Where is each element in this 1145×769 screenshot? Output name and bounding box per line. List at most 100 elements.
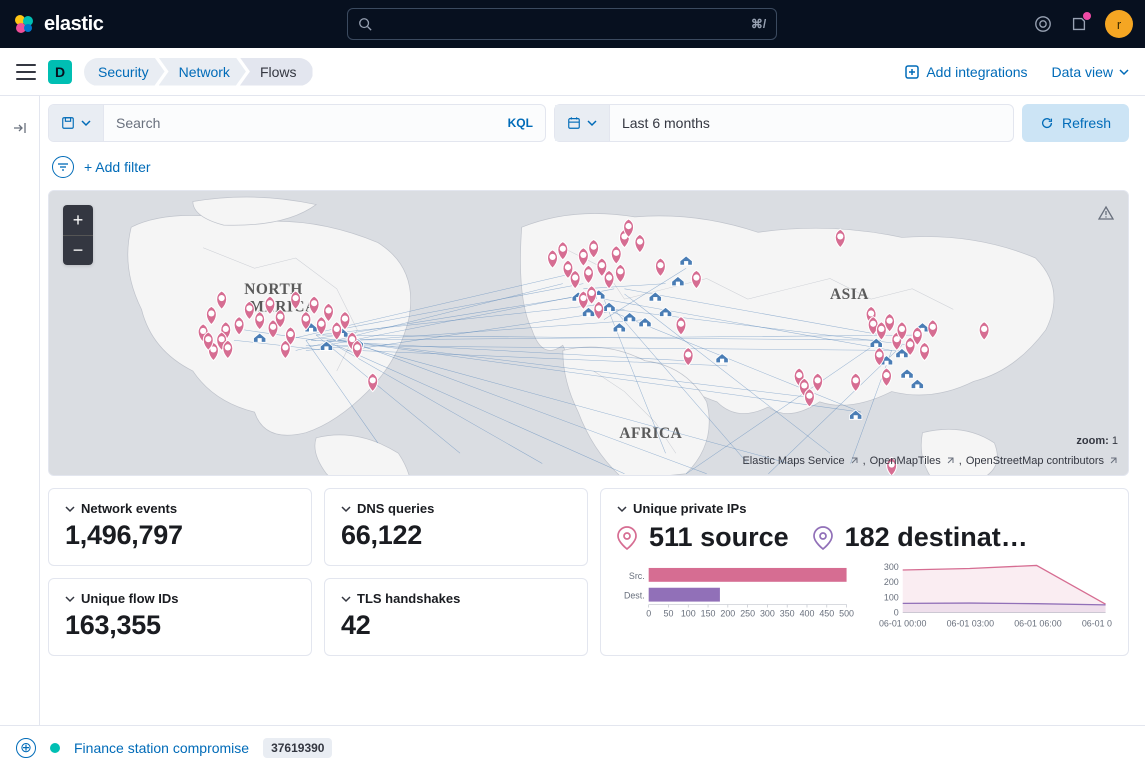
uip-line-chart: 0 100 200 300 06-01 00:00 06-01 03:00 06-01 06… (875, 563, 1113, 632)
svg-text:250: 250 (740, 608, 755, 618)
breadcrumb-security[interactable]: Security (84, 58, 165, 86)
stat-dns-queries: DNS queries 66,122 (324, 488, 588, 566)
chevron-down-icon[interactable] (617, 504, 627, 514)
svg-text:0: 0 (893, 607, 898, 617)
refresh-button[interactable]: Refresh (1022, 104, 1129, 142)
stat-tls-handshakes: TLS handshakes 42 (324, 578, 588, 656)
chevron-down-icon[interactable] (65, 504, 75, 514)
search-shortcut: ⌘/ (751, 17, 766, 31)
osm-link[interactable]: OpenStreetMap contributors (966, 455, 1104, 467)
svg-text:Src.: Src. (629, 571, 645, 581)
svg-text:0: 0 (646, 608, 651, 618)
timeline-footer: ⊕ Finance station compromise 37619390 (0, 725, 1145, 769)
timeline-name[interactable]: Finance station compromise (74, 740, 249, 756)
timeline-count-badge: 37619390 (263, 738, 332, 758)
network-events-value: 1,496,797 (65, 520, 295, 551)
svg-text:06-01 06:00: 06-01 06:00 (1014, 618, 1062, 628)
external-link-icon (849, 456, 859, 466)
ems-link[interactable]: Elastic Maps Service (742, 455, 844, 467)
svg-text:500: 500 (839, 608, 854, 618)
tls-handshakes-value: 42 (341, 610, 571, 641)
refresh-icon (1040, 116, 1054, 130)
svg-text:50: 50 (664, 608, 674, 618)
collapse-rail (0, 96, 40, 725)
brand-text: elastic (44, 13, 103, 36)
chevron-down-icon (1119, 67, 1129, 77)
svg-text:150: 150 (701, 608, 716, 618)
help-icon[interactable] (1033, 14, 1053, 34)
breadcrumb: Security Network Flows (84, 58, 313, 86)
date-picker-button[interactable] (555, 105, 610, 141)
disk-icon (61, 116, 75, 130)
search-icon (358, 17, 372, 31)
map-zoom-controls: + − (63, 205, 93, 265)
elastic-logo-icon (12, 12, 36, 36)
svg-text:300: 300 (760, 608, 775, 618)
breadcrumb-flows: Flows (240, 58, 313, 86)
svg-text:100: 100 (681, 608, 696, 618)
chevron-down-icon[interactable] (65, 594, 75, 604)
add-filter-button[interactable]: + Add filter (84, 159, 151, 175)
stats-row: Network events 1,496,797 DNS queries 66,… (48, 488, 1129, 656)
svg-text:200: 200 (720, 608, 735, 618)
svg-text:06-01 03:00: 06-01 03:00 (946, 618, 994, 628)
svg-text:Dest.: Dest. (624, 591, 645, 601)
app-nav: D Security Network Flows Add integration… (0, 48, 1145, 96)
stat-unique-flow-ids: Unique flow IDs 163,355 (48, 578, 312, 656)
external-link-icon (945, 456, 955, 466)
svg-text:AFRICA: AFRICA (619, 425, 682, 442)
external-link-icon (1108, 456, 1118, 466)
stat-unique-private-ips: Unique private IPs 511 source 182 destin… (600, 488, 1129, 656)
kql-search-input[interactable]: Search (104, 105, 496, 141)
svg-text:06-01 00:00: 06-01 00:00 (878, 618, 926, 628)
svg-text:ASIA: ASIA (830, 286, 869, 303)
omt-link[interactable]: OpenMapTiles (870, 455, 941, 467)
global-header: elastic ⌘/ r (0, 0, 1145, 48)
map-attribution: Elastic Maps Service , OpenMapTiles , Op… (742, 455, 1118, 467)
uip-destination: 182 destinat… (813, 522, 1028, 553)
svg-text:450: 450 (819, 608, 834, 618)
network-map[interactable]: NORTH MERICA AFRICA ASIA + − zoom: 1 Ela… (48, 190, 1129, 476)
calendar-icon (567, 116, 581, 130)
breadcrumb-network[interactable]: Network (159, 58, 246, 86)
query-bar: Search KQL Last 6 months Refresh (48, 104, 1129, 142)
svg-text:100: 100 (883, 592, 898, 602)
global-search-input[interactable]: ⌘/ (347, 8, 777, 40)
svg-text:400: 400 (800, 608, 815, 618)
saved-query-button[interactable] (49, 105, 104, 141)
chevron-down-icon (587, 118, 597, 128)
stat-network-events: Network events 1,496,797 (48, 488, 312, 566)
chevron-down-icon[interactable] (341, 594, 351, 604)
space-badge[interactable]: D (48, 60, 72, 84)
user-avatar[interactable]: r (1105, 10, 1133, 38)
dns-queries-value: 66,122 (341, 520, 571, 551)
add-timeline-button[interactable]: ⊕ (16, 738, 36, 758)
chevron-down-icon[interactable] (341, 504, 351, 514)
unique-flow-ids-value: 163,355 (65, 610, 295, 641)
expand-icon[interactable] (12, 120, 28, 136)
zoom-out-button[interactable]: − (63, 235, 93, 265)
uip-source: 511 source (617, 522, 789, 553)
status-dot (50, 743, 60, 753)
svg-text:06-01 09:00: 06-01 09:00 (1081, 618, 1112, 628)
menu-toggle-icon[interactable] (16, 64, 36, 80)
logo[interactable]: elastic (12, 12, 103, 36)
integrations-icon (904, 64, 920, 80)
filter-options-button[interactable] (52, 156, 74, 178)
notification-dot (1083, 12, 1091, 20)
svg-text:350: 350 (780, 608, 795, 618)
destination-pin-icon (813, 526, 833, 550)
newsfeed-icon[interactable] (1069, 14, 1089, 34)
add-integrations-button[interactable]: Add integrations (904, 64, 1027, 80)
map-zoom-label: zoom: 1 (1076, 435, 1118, 447)
chevron-down-icon (81, 118, 91, 128)
kql-toggle[interactable]: KQL (496, 105, 545, 141)
svg-text:200: 200 (883, 577, 898, 587)
uip-bar-chart: Src. Dest.0 50 100 150 200 250 300 350 400 450 500 (617, 563, 855, 632)
zoom-in-button[interactable]: + (63, 205, 93, 235)
data-view-dropdown[interactable]: Data view (1052, 64, 1129, 80)
map-warning-icon[interactable] (1098, 205, 1114, 224)
svg-text:300: 300 (883, 563, 898, 572)
time-range-text[interactable]: Last 6 months (610, 105, 1013, 141)
filter-icon (57, 161, 69, 173)
